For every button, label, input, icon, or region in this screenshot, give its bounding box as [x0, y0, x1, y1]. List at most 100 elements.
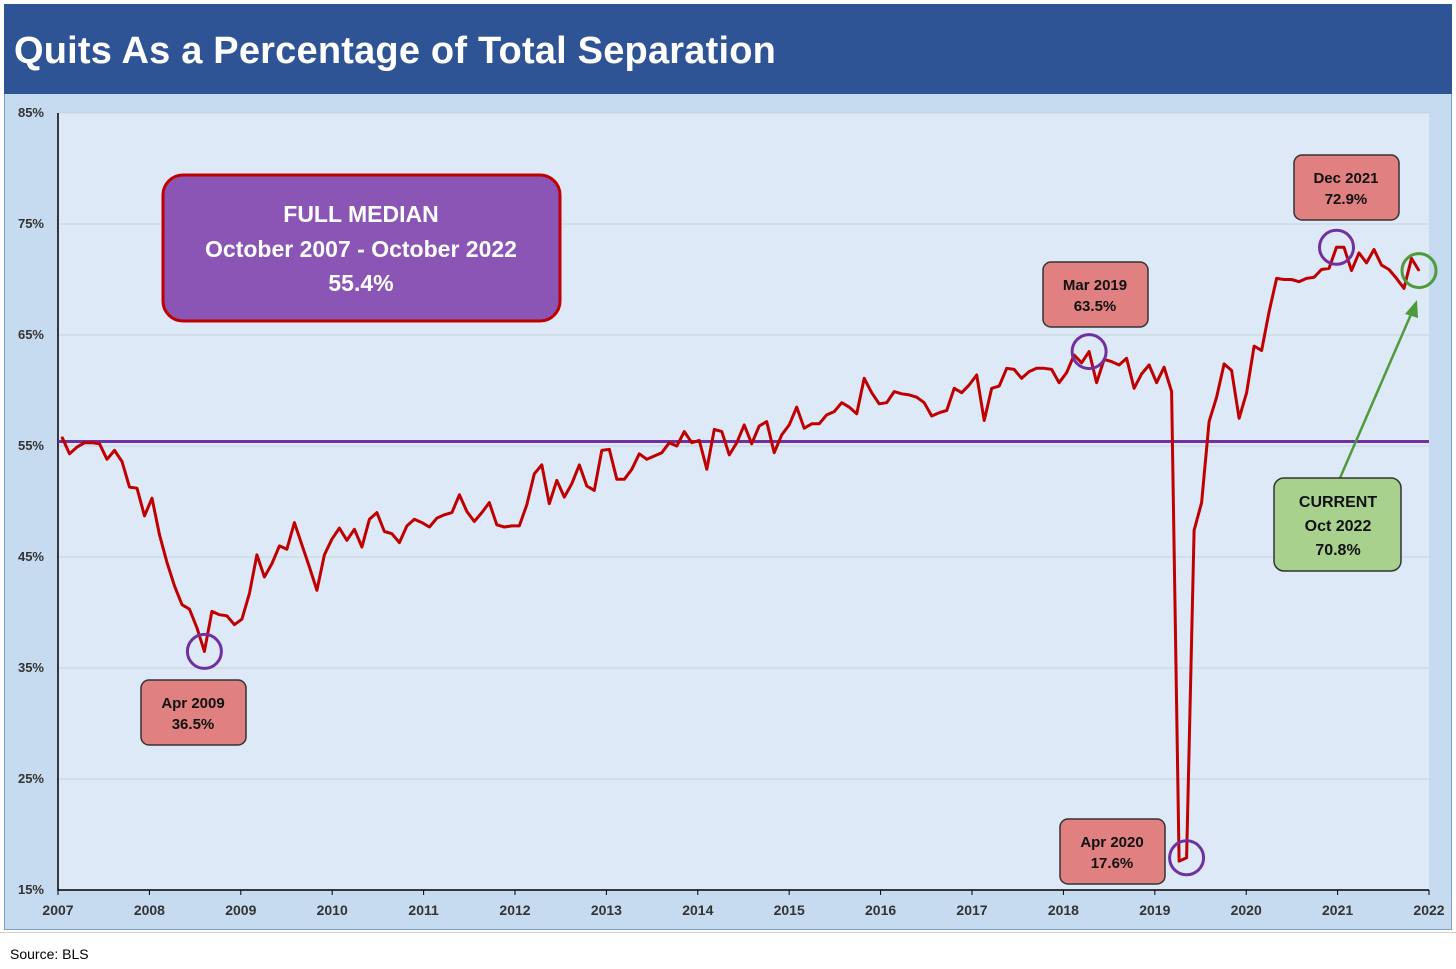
data-point: [1343, 246, 1345, 249]
data-point: [758, 425, 760, 427]
data-point: [338, 527, 341, 529]
y-tick-label: 65%: [18, 327, 44, 342]
data-point: [601, 449, 603, 452]
data-point: [166, 561, 168, 564]
data-point: [1163, 366, 1165, 369]
data-point: [676, 445, 678, 447]
data-point: [226, 615, 228, 617]
data-point: [368, 518, 371, 521]
callout-dec2021: Dec 2021 72.9%: [1293, 154, 1400, 221]
data-point: [398, 541, 401, 544]
data-point: [1050, 368, 1053, 371]
data-point: [893, 390, 895, 393]
data-point: [188, 608, 191, 610]
data-point: [556, 479, 558, 482]
current-arrow-line: [1338, 311, 1414, 479]
y-tick-label: 85%: [18, 105, 44, 120]
data-point: [1193, 529, 1195, 532]
data-point: [1268, 310, 1270, 313]
data-point: [1313, 276, 1315, 279]
data-point: [1110, 360, 1113, 363]
data-point: [473, 520, 476, 523]
data-point: [458, 494, 461, 496]
data-point: [698, 439, 701, 442]
callout-dec2021-value: 72.9%: [1325, 191, 1368, 208]
data-point: [1088, 350, 1090, 353]
mar2019-marker-circle: [1070, 333, 1108, 371]
data-point: [586, 485, 588, 487]
data-point: [923, 401, 925, 404]
data-point: [736, 441, 738, 444]
data-point: [248, 592, 251, 595]
data-point: [1013, 368, 1015, 371]
data-point: [173, 585, 176, 587]
data-point: [488, 501, 491, 504]
data-point: [743, 424, 745, 426]
data-point: [376, 511, 378, 514]
data-point: [563, 496, 566, 498]
data-point: [810, 423, 813, 425]
data-point: [128, 486, 131, 488]
data-point: [953, 387, 955, 390]
data-point: [1275, 277, 1278, 280]
data-point: [286, 548, 288, 550]
data-point: [496, 524, 498, 526]
current-marker-circle: [1400, 252, 1438, 290]
data-point: [803, 427, 805, 430]
data-point: [900, 393, 903, 395]
data-point: [158, 534, 161, 536]
data-point: [990, 387, 993, 390]
data-point: [721, 430, 723, 433]
data-point: [1350, 269, 1353, 272]
x-tick-label: 2015: [774, 902, 805, 918]
data-point: [960, 391, 963, 394]
data-point: [316, 589, 318, 592]
data-point: [750, 443, 753, 445]
data-point: [1223, 363, 1225, 365]
callout-current: CURRENT Oct 2022 70.8%: [1273, 300, 1418, 572]
data-point: [998, 385, 1000, 387]
data-point: [1215, 396, 1218, 399]
apr2020-marker-circle: [1168, 839, 1206, 877]
x-tick-label: 2013: [591, 902, 622, 918]
data-point: [151, 497, 153, 500]
x-tick-label: 2021: [1322, 902, 1353, 918]
data-point: [885, 401, 888, 404]
data-point: [653, 455, 656, 457]
data-point: [1230, 369, 1233, 372]
data-point: [361, 546, 363, 548]
data-point: [1208, 420, 1210, 423]
data-point: [1043, 367, 1045, 370]
data-point: [1253, 345, 1255, 347]
callout-apr2020-date: Apr 2020: [1080, 834, 1143, 851]
data-point: [443, 514, 446, 516]
data-point: [638, 453, 641, 455]
data-point: [773, 451, 775, 454]
callout-mar2019-box: [1042, 261, 1149, 328]
data-point: [511, 525, 513, 527]
data-point: [1335, 246, 1338, 249]
callout-apr2020-box: [1059, 818, 1166, 885]
data-point: [503, 526, 506, 528]
x-tick-label: 2007: [42, 902, 73, 918]
data-point: [76, 446, 78, 448]
data-point: [788, 424, 790, 426]
data-point: [323, 554, 326, 556]
x-tick-label: 2009: [225, 902, 256, 918]
data-point: [391, 532, 393, 535]
data-point: [241, 618, 243, 620]
data-point: [346, 539, 348, 542]
callout-apr2020: Apr 2020 17.6%: [1059, 818, 1166, 885]
source-note: Source: BLS: [10, 946, 89, 962]
data-point: [1395, 277, 1398, 280]
data-point: [218, 613, 221, 616]
apr2009-marker-circle: [185, 632, 223, 670]
data-point: [436, 517, 438, 519]
data-point: [526, 504, 528, 506]
data-point: [91, 441, 93, 444]
data-point: [870, 391, 873, 394]
x-tick-label: 2014: [682, 902, 713, 918]
data-point: [1305, 277, 1308, 280]
data-point: [1245, 391, 1248, 394]
data-point: [383, 530, 386, 533]
